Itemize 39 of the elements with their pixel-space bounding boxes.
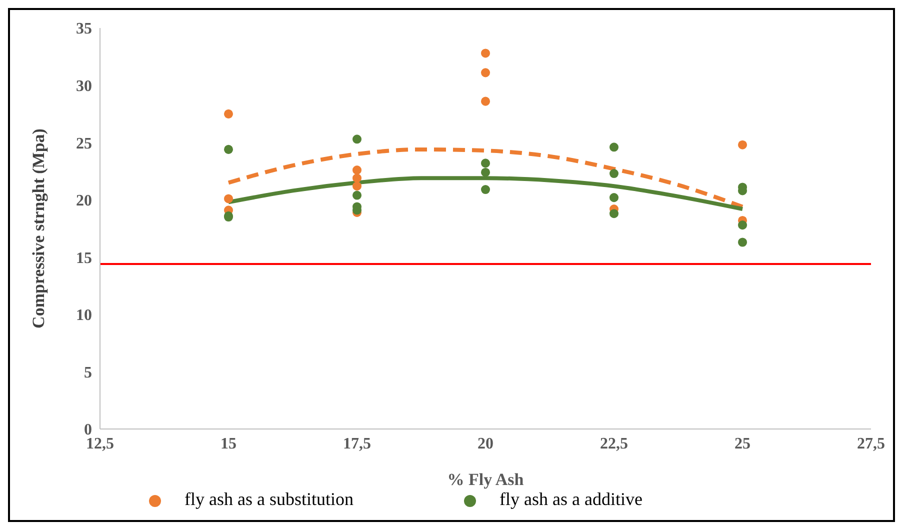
- point: [224, 194, 234, 204]
- y-tick-label: 10: [76, 307, 92, 324]
- point: [480, 185, 490, 194]
- y-tick-label: 35: [76, 20, 92, 38]
- x-tick-label: 15: [220, 435, 236, 452]
- point: [352, 174, 362, 183]
- point: [352, 134, 362, 144]
- point: [224, 144, 234, 154]
- point: [480, 158, 490, 168]
- point: [480, 96, 490, 106]
- x-tick-label: 25: [734, 435, 750, 452]
- point: [352, 190, 362, 200]
- y-tick-label: 30: [76, 78, 92, 95]
- point: [352, 182, 362, 191]
- x-tick-label: 20: [478, 435, 494, 452]
- point: [609, 142, 619, 152]
- point: [609, 193, 619, 202]
- point: [352, 166, 362, 175]
- y-tick-label: 5: [84, 364, 92, 382]
- x-tick-label: 17,5: [343, 435, 371, 452]
- point: [480, 68, 490, 78]
- point: [480, 168, 490, 177]
- y-tick-label: 20: [76, 192, 92, 210]
- point: [609, 169, 619, 178]
- point: [738, 238, 748, 247]
- point: [224, 109, 234, 118]
- legend-label: fly ash as a additive: [500, 489, 642, 509]
- y-tick-label: 25: [76, 135, 92, 152]
- x-tick-label: 27,5: [857, 435, 885, 452]
- line-series: [226, 147, 744, 209]
- y-tick-label: 15: [76, 250, 92, 267]
- legend-label: fly ash as a substitution: [184, 489, 354, 509]
- point: [480, 48, 490, 58]
- x-tick-label: 22,5: [600, 435, 628, 452]
- point: [609, 209, 619, 218]
- point: [738, 220, 748, 230]
- point: [738, 140, 748, 150]
- y-axis-title: Compressive strnght (Mpa): [29, 128, 48, 328]
- x-axis-title: % Fly Ash: [447, 470, 524, 489]
